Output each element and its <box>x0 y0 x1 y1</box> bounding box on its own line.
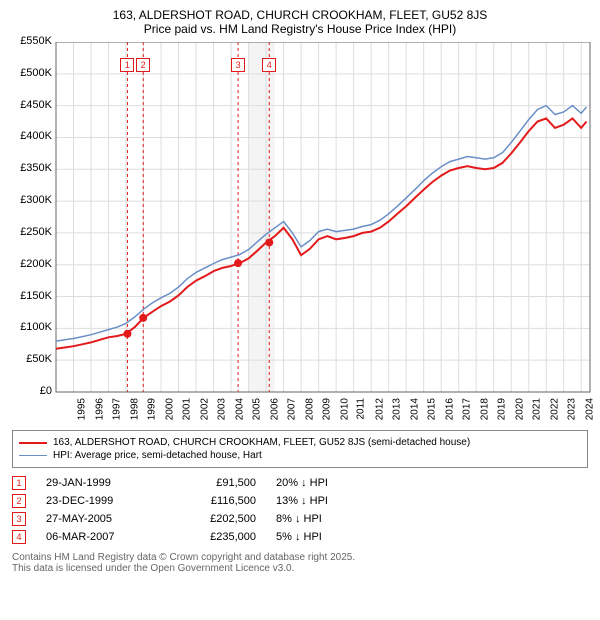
legend-item: HPI: Average price, semi-detached house,… <box>19 450 581 461</box>
legend-item: 163, ALDERSHOT ROAD, CHURCH CROOKHAM, FL… <box>19 437 581 448</box>
sales-row: 2 23-DEC-1999 £116,500 13% ↓ HPI <box>12 494 588 508</box>
y-axis-tick: £0 <box>12 385 52 397</box>
x-axis-tick: 2024 <box>584 398 595 420</box>
x-axis-tick: 1998 <box>129 398 140 420</box>
sales-price: £235,000 <box>176 531 256 543</box>
sales-hpi-delta: 5% ↓ HPI <box>276 531 376 543</box>
sales-hpi-delta: 13% ↓ HPI <box>276 495 376 507</box>
sales-marker-number: 1 <box>12 476 26 490</box>
y-axis-tick: £550K <box>12 35 52 47</box>
sale-marker-label: 3 <box>231 58 245 72</box>
sale-marker-label: 1 <box>120 58 134 72</box>
chart-svg <box>12 42 592 422</box>
x-axis-tick: 2018 <box>479 398 490 420</box>
chart-title-line2: Price paid vs. HM Land Registry's House … <box>12 22 588 36</box>
legend-swatch <box>19 455 47 456</box>
x-axis-tick: 2011 <box>356 398 367 420</box>
y-axis-tick: £250K <box>12 226 52 238</box>
sale-marker-label: 4 <box>262 58 276 72</box>
y-axis-tick: £50K <box>12 353 52 365</box>
x-axis-tick: 2004 <box>234 398 245 420</box>
sale-point <box>123 330 131 338</box>
x-axis-tick: 1996 <box>94 398 105 420</box>
sales-date: 23-DEC-1999 <box>46 495 156 507</box>
x-axis-tick: 2023 <box>566 398 577 420</box>
x-axis-tick: 1999 <box>146 398 157 420</box>
x-axis-tick: 1995 <box>76 398 87 420</box>
y-axis-tick: £100K <box>12 321 52 333</box>
footer-line1: Contains HM Land Registry data © Crown c… <box>12 552 588 563</box>
footer-line2: This data is licensed under the Open Gov… <box>12 563 588 574</box>
legend-swatch <box>19 442 47 444</box>
page-container: 163, ALDERSHOT ROAD, CHURCH CROOKHAM, FL… <box>0 0 600 582</box>
x-axis-tick: 2015 <box>426 398 437 420</box>
y-axis-tick: £450K <box>12 99 52 111</box>
sales-table: 1 29-JAN-1999 £91,500 20% ↓ HPI 2 23-DEC-1999… <box>12 476 588 544</box>
y-axis-tick: £400K <box>12 130 52 142</box>
x-axis-tick: 2003 <box>216 398 227 420</box>
sales-hpi-delta: 20% ↓ HPI <box>276 477 376 489</box>
price-chart: 12 3 4 £0 £50K £100K £150K £200K £250K £300K £350K… <box>12 42 588 422</box>
chart-legend: 163, ALDERSHOT ROAD, CHURCH CROOKHAM, FL… <box>12 430 588 468</box>
sales-date: 06-MAR-2007 <box>46 531 156 543</box>
y-axis-tick: £500K <box>12 67 52 79</box>
x-axis-tick: 2013 <box>391 398 402 420</box>
sales-price: £91,500 <box>176 477 256 489</box>
sale-point <box>139 314 147 322</box>
sales-row: 3 27-MAY-2005 £202,500 8% ↓ HPI <box>12 512 588 526</box>
sales-price: £116,500 <box>176 495 256 507</box>
sales-marker-number: 2 <box>12 494 26 508</box>
x-axis-tick: 2022 <box>549 398 560 420</box>
sales-row: 4 06-MAR-2007 £235,000 5% ↓ HPI <box>12 530 588 544</box>
attribution-footer: Contains HM Land Registry data © Crown c… <box>12 552 588 574</box>
sales-hpi-delta: 8% ↓ HPI <box>276 513 376 525</box>
y-axis-tick: £200K <box>12 258 52 270</box>
sales-date: 27-MAY-2005 <box>46 513 156 525</box>
x-axis-tick: 2014 <box>409 398 420 420</box>
y-axis-tick: £300K <box>12 194 52 206</box>
x-axis-tick: 2017 <box>461 398 472 420</box>
x-axis-tick: 2016 <box>444 398 455 420</box>
x-axis-tick: 2008 <box>304 398 315 420</box>
x-axis-tick: 2009 <box>321 398 332 420</box>
x-axis-tick: 2019 <box>496 398 507 420</box>
x-axis-tick: 2002 <box>199 398 210 420</box>
sale-point <box>265 238 273 246</box>
x-axis-tick: 2010 <box>339 398 350 420</box>
x-axis-tick: 1997 <box>111 398 122 420</box>
series-line <box>56 118 587 348</box>
x-axis-tick: 2020 <box>514 398 525 420</box>
series-line <box>56 106 587 342</box>
sales-marker-number: 4 <box>12 530 26 544</box>
sales-price: £202,500 <box>176 513 256 525</box>
sale-marker-label: 2 <box>136 58 150 72</box>
y-axis-tick: £150K <box>12 290 52 302</box>
sale-point <box>234 259 242 267</box>
x-axis-tick: 2005 <box>251 398 262 420</box>
x-axis-tick: 2001 <box>181 398 192 420</box>
legend-label: 163, ALDERSHOT ROAD, CHURCH CROOKHAM, FL… <box>53 437 470 448</box>
y-axis-tick: £350K <box>12 162 52 174</box>
x-axis-tick: 2006 <box>269 398 280 420</box>
legend-label: HPI: Average price, semi-detached house,… <box>53 450 262 461</box>
sales-date: 29-JAN-1999 <box>46 477 156 489</box>
x-axis-tick: 2007 <box>286 398 297 420</box>
sales-row: 1 29-JAN-1999 £91,500 20% ↓ HPI <box>12 476 588 490</box>
x-axis-tick: 2021 <box>531 398 542 420</box>
x-axis-tick: 2012 <box>374 398 385 420</box>
x-axis-tick: 2000 <box>164 398 175 420</box>
chart-title-line1: 163, ALDERSHOT ROAD, CHURCH CROOKHAM, FL… <box>12 8 588 22</box>
sales-marker-number: 3 <box>12 512 26 526</box>
